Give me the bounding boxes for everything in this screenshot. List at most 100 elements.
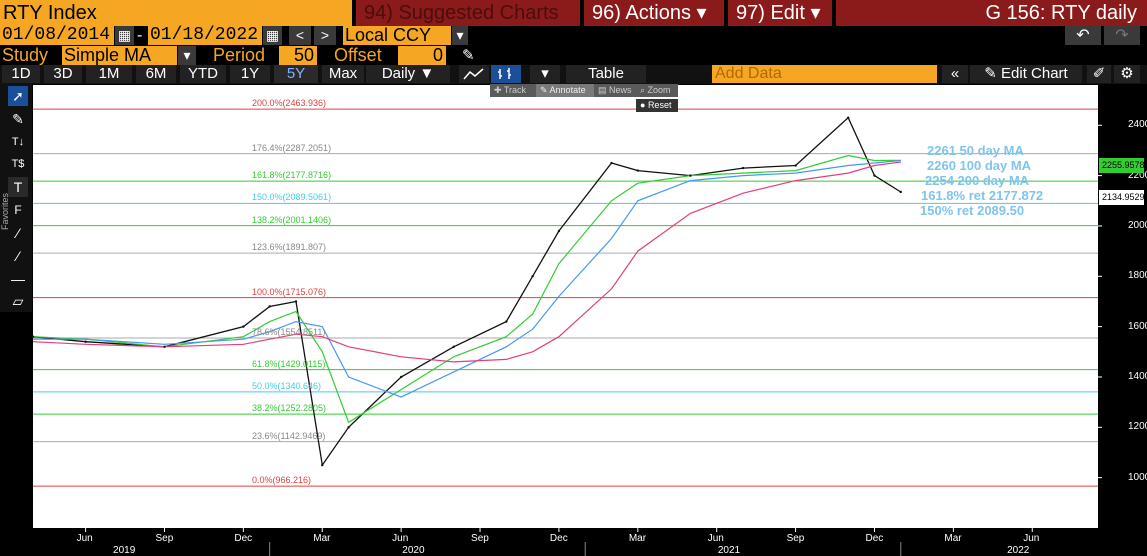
x-tick-label: Sep: [155, 533, 174, 544]
price-point: [741, 166, 745, 170]
fib-level-label: 38.2%(1252.2805): [252, 403, 327, 414]
price-point: [610, 161, 613, 165]
edit-chart-button[interactable]: ✎ Edit Chart: [970, 65, 1082, 83]
chart-title: G 156: RTY daily: [836, 0, 1147, 26]
y-tick-label: 1600: [1128, 320, 1147, 332]
period-tab-5y[interactable]: 5Y: [274, 65, 318, 83]
undo-button[interactable]: ↶: [1065, 26, 1101, 45]
search-icon: ⌕: [640, 85, 648, 95]
bar-chart-icon[interactable]: [491, 65, 521, 83]
price-point: [399, 375, 403, 379]
chart-mode-popup: ✚ Track ✎ Annotate ▤ News ⌕ Zoom ● Reset: [490, 84, 678, 114]
period-tab-1m[interactable]: 1M: [86, 65, 132, 83]
horizontal-line-icon[interactable]: —: [11, 271, 25, 287]
text-box-icon[interactable]: T: [8, 177, 28, 197]
fib-level-label: 50.0%(1340.646): [252, 380, 322, 391]
fib-level-label: 123.6%(1891.807): [252, 242, 327, 253]
y-tick-label: 2000: [1128, 219, 1147, 231]
redo-button[interactable]: ↷: [1104, 26, 1140, 45]
text-tool-icon[interactable]: T↓: [11, 136, 25, 148]
period-tab-6m[interactable]: 6M: [136, 65, 176, 83]
pencil-icon[interactable]: ✎: [12, 111, 24, 127]
edit-chart-label: Edit Chart: [1001, 65, 1068, 82]
ma-annotation: 161.8% ret 2177.872: [921, 188, 1044, 203]
gear-icon[interactable]: ⚙: [1114, 65, 1140, 83]
period-tab-1d[interactable]: 1D: [2, 65, 40, 83]
actions-menu[interactable]: 96) Actions ▾: [584, 0, 724, 26]
prev-range-button[interactable]: <: [289, 26, 311, 45]
zoom-label: Zoom: [647, 85, 671, 95]
price-label-icon[interactable]: T$: [11, 158, 25, 170]
x-tick-label: Jun: [1023, 533, 1040, 544]
price-point: [242, 325, 245, 328]
calendar-icon[interactable]: ▦: [263, 26, 282, 45]
period-tab-1y[interactable]: 1Y: [230, 65, 270, 83]
x-tick-label: Dec: [865, 533, 884, 544]
chart-area[interactable]: [33, 85, 1098, 528]
price-point: [794, 164, 797, 167]
chevron-down-icon[interactable]: ▾: [178, 46, 196, 65]
ma-annotation: 150% ret 2089.50: [920, 203, 1025, 218]
fib-level-label: 150.0%(2089.5061): [252, 192, 332, 203]
study-select[interactable]: Simple MA: [62, 46, 177, 65]
price-point: [268, 305, 271, 308]
price-point: [505, 320, 508, 323]
last-value-label: 2134.9529: [1099, 190, 1145, 205]
price-point: [899, 190, 902, 194]
news-button[interactable]: ▤ News: [594, 84, 636, 97]
trend-line-icon[interactable]: ⁄: [16, 225, 20, 241]
table-button[interactable]: Table: [566, 65, 646, 83]
frequency-select[interactable]: Daily ▼: [366, 65, 450, 83]
ray-line-icon[interactable]: ⁄: [16, 248, 20, 264]
price-point: [636, 169, 640, 172]
cursor-icon[interactable]: ➚: [8, 86, 28, 106]
reset-button[interactable]: ● Reset: [636, 99, 678, 112]
period-input[interactable]: 50: [279, 46, 317, 65]
fibonacci-icon[interactable]: F: [14, 203, 22, 217]
collapse-icon[interactable]: «: [942, 65, 968, 83]
calendar-icon[interactable]: ▦: [115, 26, 134, 45]
ma200-line: [32, 161, 901, 363]
fib-level-label: 138.2%(2001.1406): [252, 214, 332, 225]
x-year-label: 2019: [113, 545, 136, 556]
track-button[interactable]: ✚ Track: [490, 84, 536, 97]
add-data-input[interactable]: Add Data: [712, 65, 937, 83]
x-tick-label: Jun: [392, 533, 409, 544]
annotate-button[interactable]: ✎ Annotate: [536, 84, 594, 97]
chevron-down-icon[interactable]: ▾: [452, 26, 468, 45]
offset-label: Offset: [334, 45, 382, 65]
offset-input[interactable]: 0: [398, 46, 446, 65]
plus-icon: ✚: [494, 85, 504, 95]
x-tick-label: Mar: [313, 533, 331, 544]
currency-select[interactable]: Local CCY: [343, 26, 451, 45]
period-label: Period: [213, 45, 266, 65]
end-date-input[interactable]: 01/18/2022: [148, 26, 262, 45]
annotation-icon[interactable]: ✐: [1087, 65, 1111, 83]
chevron-down-icon[interactable]: ▾: [530, 65, 560, 83]
y-tick-label: 1200: [1128, 421, 1147, 433]
edit-menu[interactable]: 97) Edit ▾: [728, 0, 832, 26]
period-tab-ytd[interactable]: YTD: [180, 65, 226, 83]
reset-icon: ●: [640, 100, 648, 110]
price-point: [452, 345, 455, 348]
x-axis: [33, 528, 1098, 556]
next-range-button[interactable]: >: [314, 26, 336, 45]
fib-level-label: 23.6%(1142.9469): [252, 430, 326, 441]
x-tick-label: Jun: [707, 533, 724, 544]
pen-icon[interactable]: ✎: [462, 47, 475, 64]
price-point: [321, 463, 324, 467]
suggested-charts-button[interactable]: 94) Suggested Charts: [356, 0, 580, 26]
zoom-button[interactable]: ⌕ Zoom: [636, 84, 678, 97]
x-year-label: 2022: [1007, 545, 1030, 556]
period-tab-3d[interactable]: 3D: [44, 65, 82, 83]
security-title[interactable]: RTY Index: [0, 0, 352, 26]
fib-level-label: 161.8%(2177.8716): [252, 170, 332, 181]
period-tab-max[interactable]: Max: [322, 65, 364, 83]
line-chart-icon[interactable]: [459, 65, 489, 83]
x-year-label: 2020: [402, 545, 425, 556]
channel-icon[interactable]: ▱: [12, 293, 24, 309]
fib-level-label: 176.4%(2287.2051): [252, 142, 332, 153]
x-tick-label: Mar: [628, 533, 647, 544]
start-date-input[interactable]: 01/08/2014: [0, 26, 114, 45]
